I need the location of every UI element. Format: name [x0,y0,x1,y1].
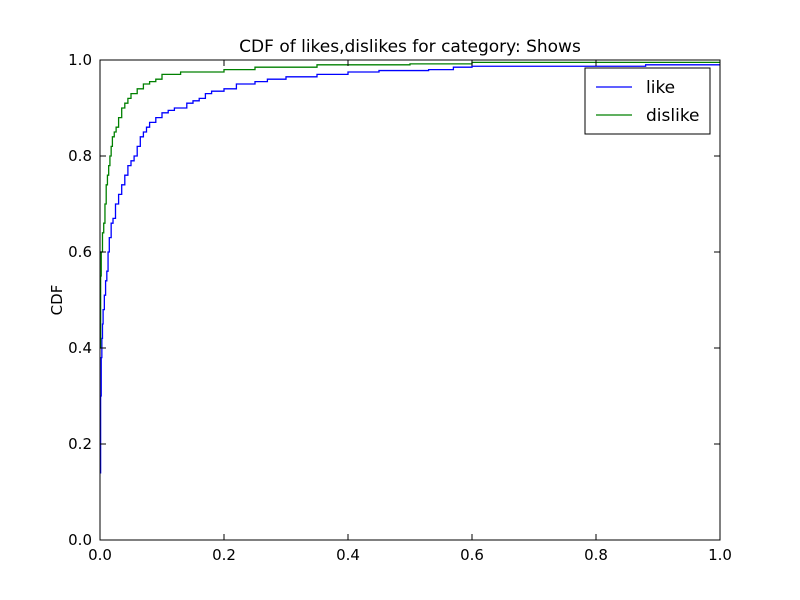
y-tick-label: 0.6 [68,243,92,261]
chart-title: CDF of likes,dislikes for category: Show… [239,37,581,57]
series-layer [99,61,720,474]
y-tick-label: 0.2 [68,435,92,453]
y-tick-label: 1.0 [68,51,92,69]
ticks-layer: 0.0 0.2 0.4 0.6 0.8 1.0 0.0 0.2 0.4 0.6 0.8 1.0 [68,51,732,564]
series-line-dislike [99,61,720,349]
x-tick-label: 0.0 [88,546,112,564]
y-tick-label: 0.0 [68,531,92,549]
x-tick-label: 0.6 [460,546,484,564]
x-tick-label: 1.0 [708,546,732,564]
series-line-like [99,64,720,474]
legend: like dislike [584,67,711,135]
y-tick-label: 0.4 [68,339,92,357]
legend-label-like: like [646,78,675,98]
y-tick-label: 0.8 [68,147,92,165]
plot-frame [99,59,721,541]
x-tick-label: 0.4 [336,546,360,564]
legend-label-dislike: dislike [646,106,700,126]
x-tick-label: 0.8 [584,546,608,564]
legend-box [584,67,711,135]
y-axis-label: CDF [48,285,66,316]
x-tick-label: 0.2 [212,546,236,564]
